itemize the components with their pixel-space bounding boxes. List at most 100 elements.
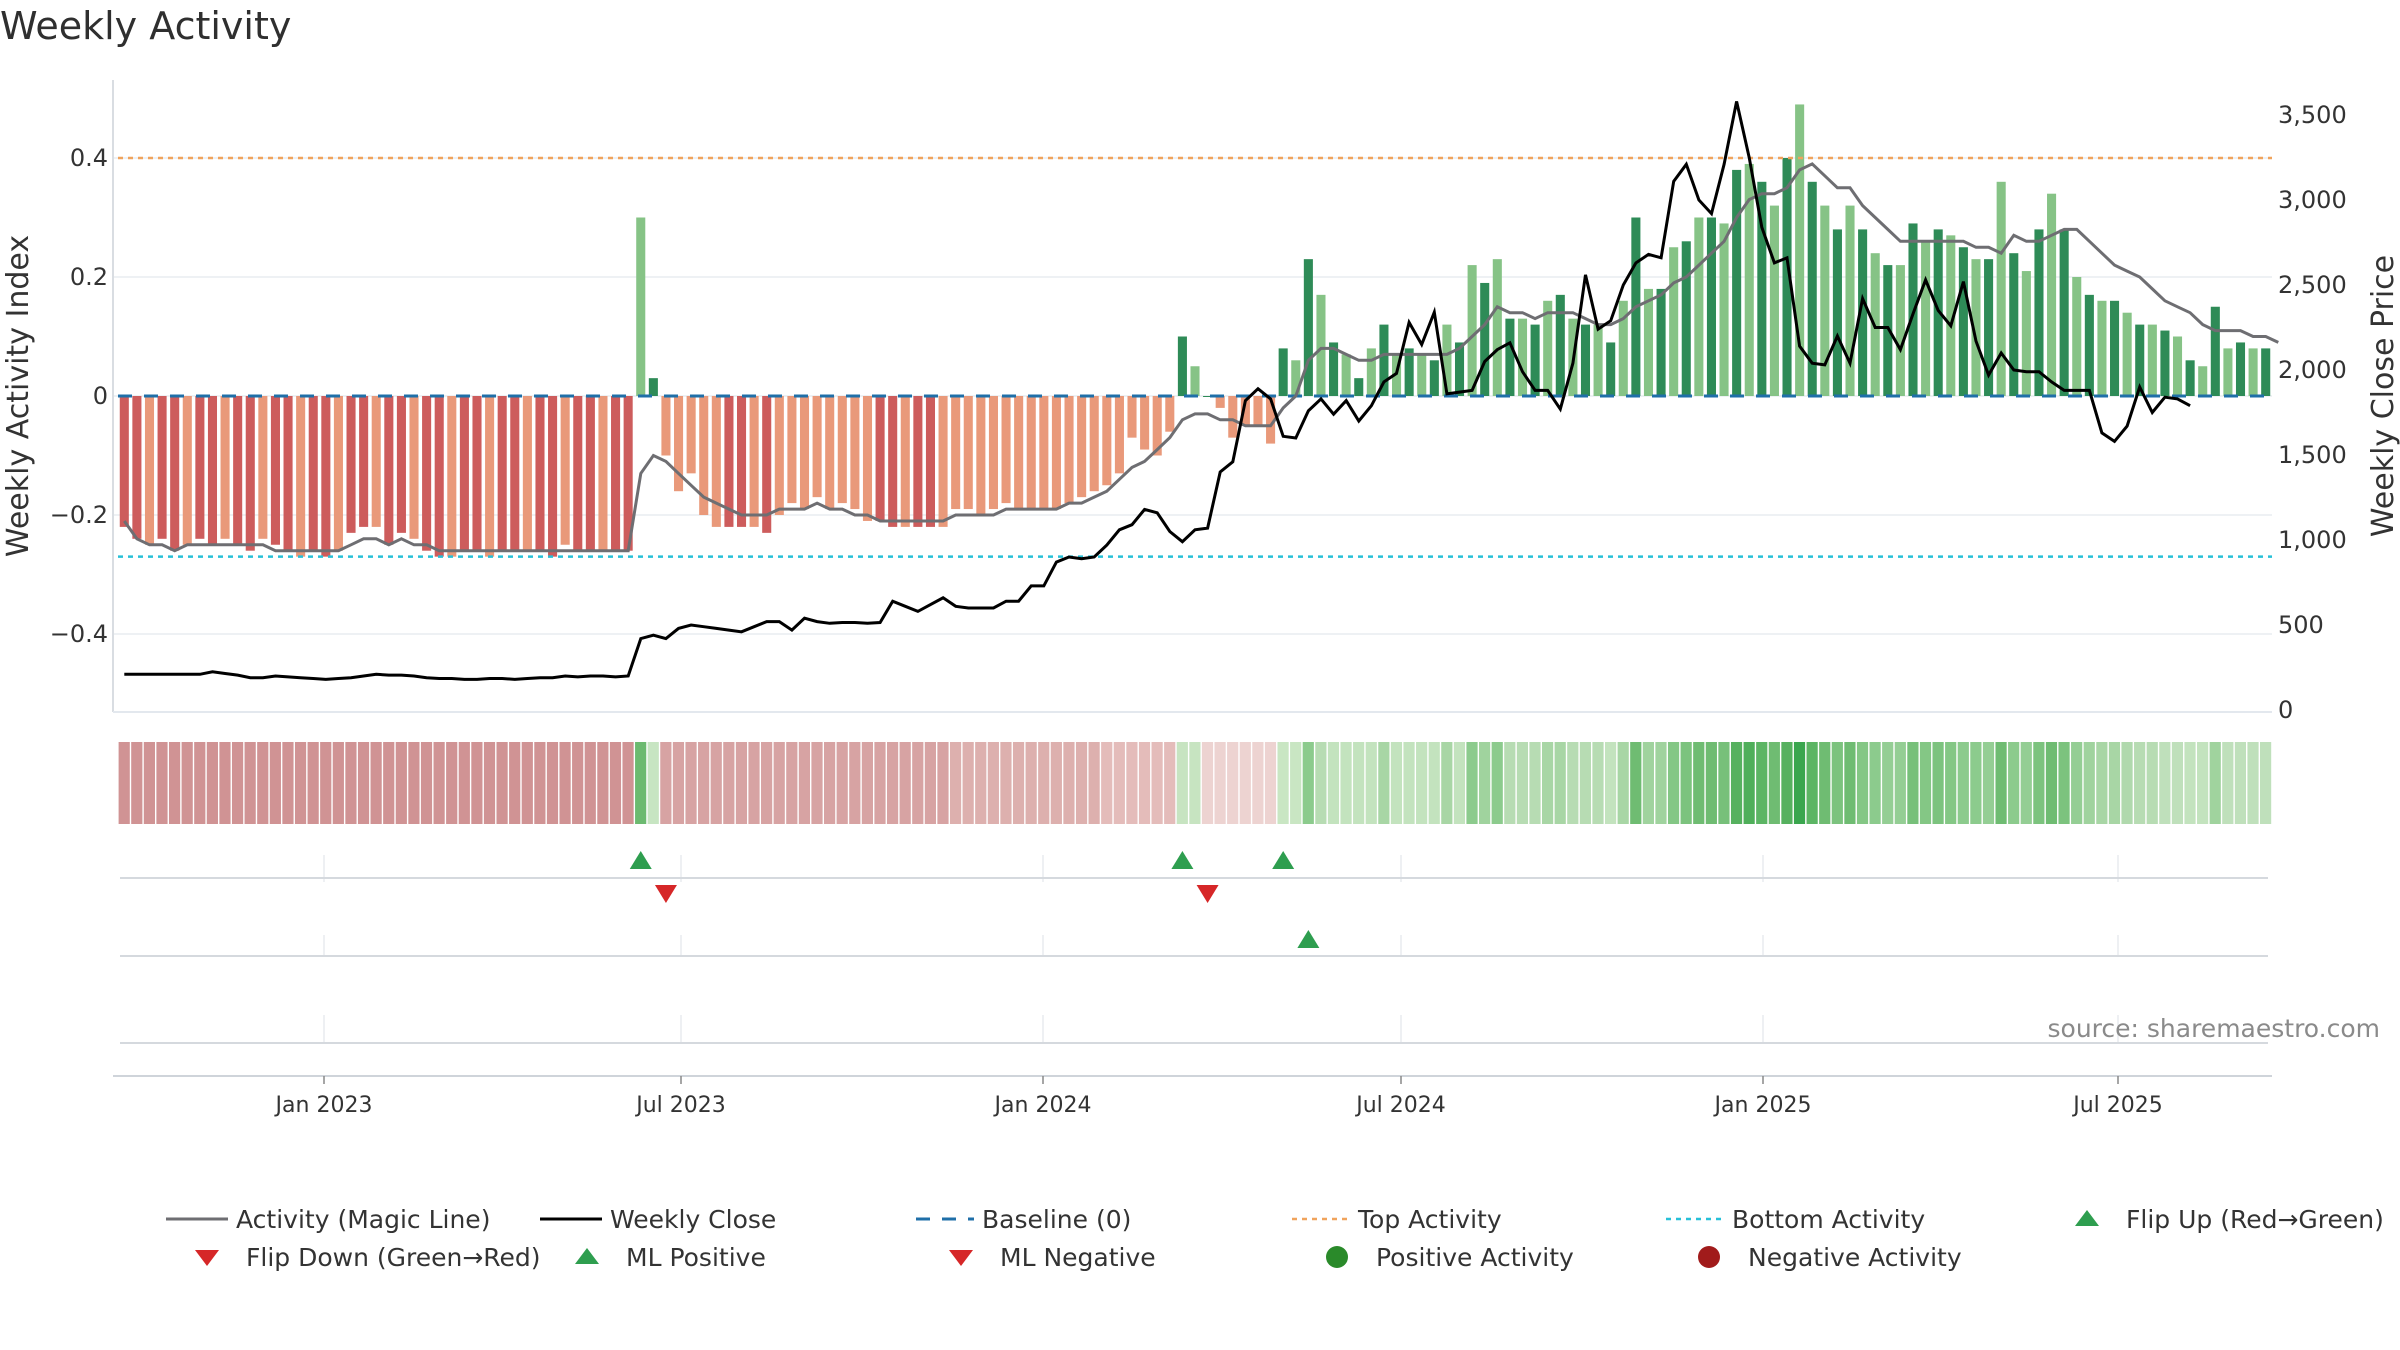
activity-bar [1077, 396, 1087, 498]
regime-cell [420, 742, 433, 824]
activity-bar [409, 396, 419, 539]
activity-bar [787, 396, 797, 504]
regime-cell [1743, 742, 1755, 824]
activity-bar [1593, 324, 1603, 396]
regime-cell [1479, 742, 1491, 824]
regime-cell [1189, 742, 1201, 824]
regime-cell [1718, 742, 1730, 824]
activity-bar [422, 396, 432, 551]
activity-bar [661, 396, 671, 456]
activity-bar [2047, 193, 2057, 396]
regime-cell [798, 742, 811, 824]
x-tick-label: Jan 2025 [1713, 1093, 1812, 1118]
activity-bar [1379, 324, 1389, 396]
regime-cell [1365, 742, 1377, 824]
activity-bar [1303, 259, 1313, 396]
regime-cell [1882, 742, 1894, 824]
activity-bar [1719, 223, 1729, 396]
axes: 0.4 0.2 0 −0.2 −0.4 3,500 3,000 2,500 2,000 1,500… [1, 80, 2400, 724]
activity-bar [1706, 217, 1716, 396]
activity-bar [2059, 229, 2069, 396]
activity-bar [1140, 396, 1150, 450]
activity-bar [1190, 366, 1200, 396]
activity-bar [1026, 396, 1036, 510]
regime-cell [1806, 742, 1818, 824]
legend-label: Positive Activity [1376, 1242, 1574, 1272]
activity-bar [1240, 396, 1250, 426]
event-panels [120, 851, 2268, 1044]
activity-bar [1064, 396, 1074, 504]
activity-bar [724, 396, 734, 527]
activity-bar [699, 396, 709, 515]
regime-cell [1529, 742, 1541, 824]
x-axis: Jan 2023 Jul 2023 Jan 2024 Jul 2024 Jan 2025… [113, 1075, 2272, 1118]
legend-item: ML Negative [930, 1242, 1156, 1272]
reference-lines [118, 156, 2272, 558]
activity-bar [837, 396, 847, 504]
regime-cell [1504, 742, 1516, 824]
regime-cell [131, 742, 143, 824]
regime-cell [2209, 742, 2221, 824]
activity-bar [2009, 253, 2019, 396]
legend-label: Weekly Close [610, 1204, 777, 1234]
regime-cell [660, 742, 672, 824]
legend-label: Flip Up (Red→Green) [2126, 1204, 2384, 1234]
legend-item: Weekly Close [540, 1204, 776, 1234]
legend-item: Flip Up (Red→Green) [2056, 1204, 2384, 1234]
activity-bar [951, 396, 961, 510]
regime-cell [1642, 742, 1654, 824]
regime-cell [1844, 742, 1856, 824]
regime-cell [257, 742, 269, 824]
regime-cell [1466, 742, 1478, 824]
weekly-close-series [124, 101, 2191, 681]
activity-bar [1858, 229, 1868, 396]
activity-bar [207, 396, 218, 545]
regime-cell [849, 742, 861, 824]
regime-cell [2247, 742, 2259, 824]
regime-cell [937, 742, 949, 824]
activity-bar [598, 396, 608, 551]
activity-bar [862, 396, 873, 521]
activity-bar [510, 396, 520, 551]
regime-cell [2159, 742, 2171, 824]
activity-bar [1517, 318, 1528, 396]
legend-label: ML Positive [626, 1242, 766, 1272]
legend-item: Negative Activity [1678, 1242, 1962, 1272]
regime-cell [194, 742, 206, 824]
activity-bar [1681, 241, 1691, 396]
regime-cell [1151, 742, 1163, 824]
regime-cell [2071, 742, 2083, 824]
activity-bar [648, 378, 658, 396]
activity-bar [1442, 324, 1452, 396]
left-tick-label: −0.2 [50, 501, 108, 529]
activity-bar [2122, 312, 2132, 396]
regime-cell [1264, 742, 1277, 824]
regime-cell [1126, 742, 1138, 824]
activity-bar [938, 396, 948, 527]
regime-cell [1050, 742, 1062, 824]
activity-bar [560, 396, 570, 545]
regime-cell [320, 742, 332, 824]
regime-cell [1491, 742, 1503, 824]
activity-bar [1845, 205, 1855, 396]
regime-cell [1970, 742, 1982, 824]
activity-bar [1341, 354, 1351, 396]
activity-bar [1203, 396, 1213, 397]
activity-bar [2135, 324, 2145, 396]
regime-cell [534, 742, 546, 824]
series-lines [123, 101, 2279, 681]
legend-label: Negative Activity [1748, 1242, 1962, 1272]
regime-cell [269, 742, 281, 824]
activity-bar [2097, 300, 2107, 396]
regime-strip [118, 742, 2272, 824]
triangle-down-red-icon [930, 1242, 992, 1272]
regime-cell [509, 742, 521, 824]
triangle-up-green-icon [2056, 1204, 2118, 1234]
activity-bar [1102, 396, 1112, 486]
activity-bar [1215, 396, 1225, 408]
activity-bar [1971, 259, 1981, 396]
regime-cell [1315, 742, 1327, 824]
regime-cell [761, 742, 773, 824]
activity-bar [1127, 396, 1137, 438]
regime-cell [2045, 742, 2058, 824]
